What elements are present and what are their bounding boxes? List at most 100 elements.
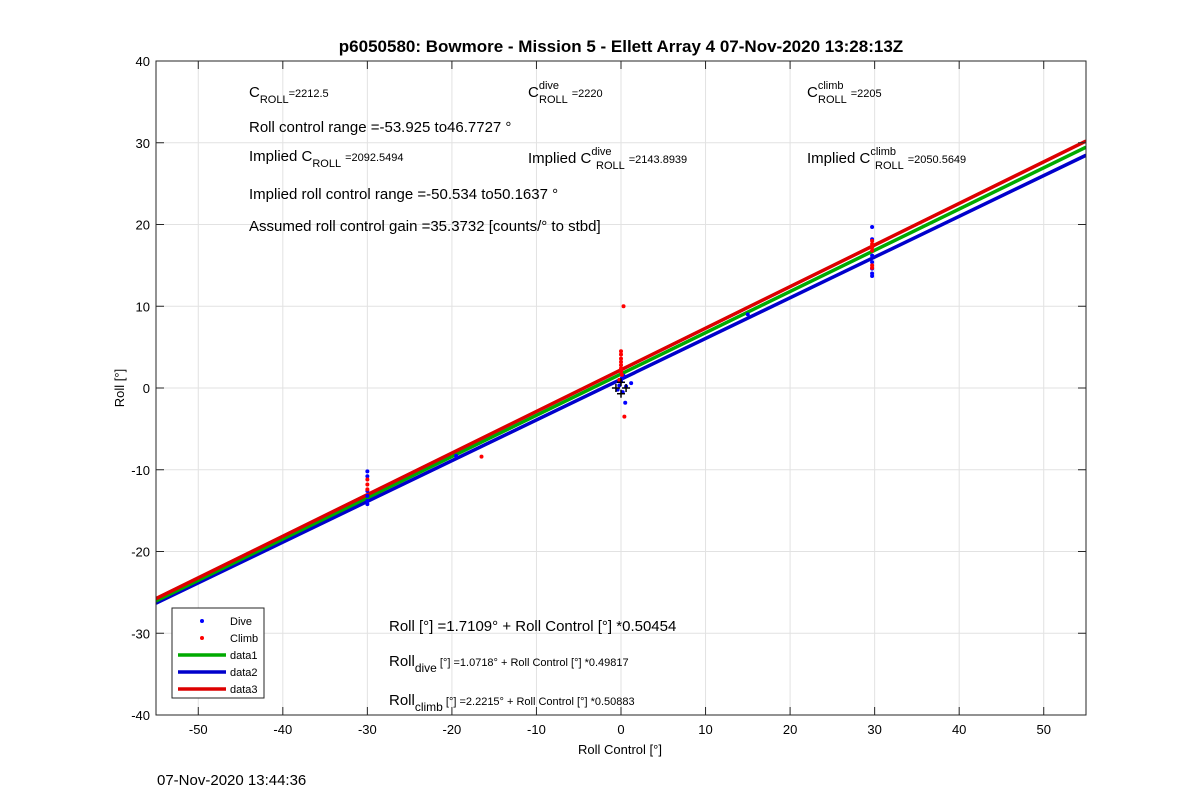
climb-point — [365, 477, 370, 482]
climb-point — [619, 352, 623, 357]
y-axis-label: Roll [°] — [112, 369, 127, 407]
climb-point — [619, 359, 623, 364]
y-tick-label: -20 — [131, 545, 150, 560]
climb-point — [619, 349, 623, 354]
climb-point — [619, 363, 623, 368]
climb-point — [870, 245, 875, 250]
implied-c-roll-annotation-part: Implied C — [249, 148, 313, 165]
climb-point — [365, 482, 370, 487]
implied-roll-range-annotation-part: Implied roll control range =-50.534 to50… — [249, 186, 558, 203]
implied-c-dive-annotation-part: dive — [591, 146, 611, 158]
c-dive-annotation: Cdive ROLL =2220 — [528, 80, 603, 106]
legend-label-data1: data1 — [230, 650, 258, 662]
c-dive-annotation-part: =2220 — [572, 88, 603, 100]
c-dive-annotation-part: ROLL — [539, 94, 568, 106]
x-tick-label: -20 — [443, 722, 462, 737]
y-tick-label: -10 — [131, 463, 150, 478]
y-tick-label: -40 — [131, 708, 150, 723]
climb-point — [619, 372, 624, 377]
c-dive-annotation-part: C — [528, 84, 539, 101]
c-climb-annotation-part: climb — [818, 80, 844, 92]
fit-dive-annotation: Rolldive [°] =1.0718° + Roll Control [°]… — [389, 653, 629, 675]
x-tick-label: 0 — [617, 722, 624, 737]
fit-dive-annotation-part: dive — [415, 661, 437, 675]
climb-point — [619, 366, 623, 371]
climb-point — [622, 414, 627, 419]
c-roll-annotation-part: =2212.5 — [289, 88, 329, 100]
climb-point — [870, 238, 875, 243]
implied-c-roll-annotation-part: ROLL — [312, 158, 341, 170]
climb-point — [621, 304, 626, 309]
y-tick-label: 0 — [143, 381, 150, 396]
legend-box — [171, 607, 265, 699]
climb-point — [479, 454, 484, 459]
dive-point — [870, 260, 875, 265]
implied-c-dive-annotation: Implied Cdive ROLL =2143.8939 — [528, 146, 687, 172]
dive-point — [454, 453, 459, 458]
fit-climb-annotation-part: climb — [415, 700, 443, 714]
roll-control-range-annotation-part: Roll control range =-53.925 to46.7727 ° — [249, 119, 511, 136]
c-dive-annotation-part: dive — [539, 80, 559, 92]
fit-all-annotation: Roll [°] =1.7109° + Roll Control [°] *0.… — [389, 618, 676, 635]
legend-marker-climb — [200, 636, 204, 640]
implied-c-climb-annotation: Implied Cclimb ROLL =2050.5649 — [807, 146, 966, 172]
implied-roll-range-annotation: Implied roll control range =-50.534 to50… — [249, 186, 558, 203]
legend-label-dive: Dive — [230, 616, 252, 628]
x-tick-label: 50 — [1036, 722, 1050, 737]
c-climb-annotation: Cclimb ROLL =2205 — [807, 80, 882, 106]
dive-point — [870, 274, 875, 279]
implied-c-roll-annotation-part: =2092.5494 — [345, 152, 403, 164]
legend-marker-dive — [200, 619, 204, 623]
dive-point — [745, 312, 750, 317]
fit-all-annotation-part: Roll [°] =1.7109° + Roll Control [°] *0.… — [389, 618, 676, 635]
implied-c-roll-annotation: Implied CROLL =2092.5494 — [249, 148, 404, 170]
climb-point — [365, 487, 370, 492]
climb-point — [870, 248, 875, 253]
y-tick-label: -30 — [131, 626, 150, 641]
fit-climb-annotation: Rollclimb [°] =2.2215° + Roll Control [°… — [389, 692, 635, 714]
x-tick-label: 40 — [952, 722, 966, 737]
x-tick-label: -30 — [358, 722, 377, 737]
chart-title: p6050580: Bowmore - Mission 5 - Ellett A… — [339, 37, 903, 56]
implied-c-climb-annotation-part: ROLL — [875, 160, 904, 172]
dive-point — [365, 498, 370, 503]
x-axis-label: Roll Control [°] — [578, 742, 662, 757]
dive-point — [870, 253, 875, 258]
legend-label-data3: data3 — [230, 684, 258, 696]
c-roll-annotation-part: ROLL — [260, 94, 289, 106]
fit-climb-annotation-part: Roll — [389, 692, 415, 709]
footer-timestamp: 07-Nov-2020 13:44:36 — [157, 772, 307, 789]
x-tick-label: 20 — [783, 722, 797, 737]
c-climb-annotation-part: C — [807, 84, 818, 101]
roll-control-range-annotation: Roll control range =-53.925 to46.7727 ° — [249, 119, 511, 136]
x-tick-label: -50 — [189, 722, 208, 737]
fit-dive-annotation-part: Roll — [389, 653, 415, 670]
climb-point — [870, 265, 875, 270]
climb-point — [619, 356, 623, 361]
implied-c-dive-annotation-part: ROLL — [596, 160, 625, 172]
implied-c-climb-annotation-part: climb — [870, 146, 896, 158]
assumed-gain-annotation: Assumed roll control gain =35.3732 [coun… — [249, 218, 601, 235]
y-tick-label: 10 — [136, 299, 150, 314]
dive-point — [629, 381, 634, 386]
implied-c-climb-annotation-part: Implied C — [807, 150, 871, 167]
legend-label-data2: data2 — [230, 667, 258, 679]
y-tick-label: 20 — [136, 218, 150, 233]
assumed-gain-annotation-part: Assumed roll control gain =35.3732 [coun… — [249, 218, 601, 235]
c-roll-annotation-part: C — [249, 84, 260, 101]
dive-point — [870, 224, 875, 229]
x-tick-label: 30 — [867, 722, 881, 737]
legend-label-climb: Climb — [230, 633, 258, 645]
y-tick-label: 30 — [136, 136, 150, 151]
c-roll-annotation: CROLL=2212.5 — [249, 84, 329, 106]
x-tick-label: -10 — [527, 722, 546, 737]
implied-c-climb-annotation-part: =2050.5649 — [908, 154, 966, 166]
climb-point — [870, 242, 875, 247]
dive-point — [365, 474, 370, 479]
implied-c-dive-annotation-part: Implied C — [528, 150, 592, 167]
climb-point — [619, 369, 623, 374]
x-tick-label: -40 — [273, 722, 292, 737]
c-climb-annotation-part: ROLL — [818, 94, 847, 106]
